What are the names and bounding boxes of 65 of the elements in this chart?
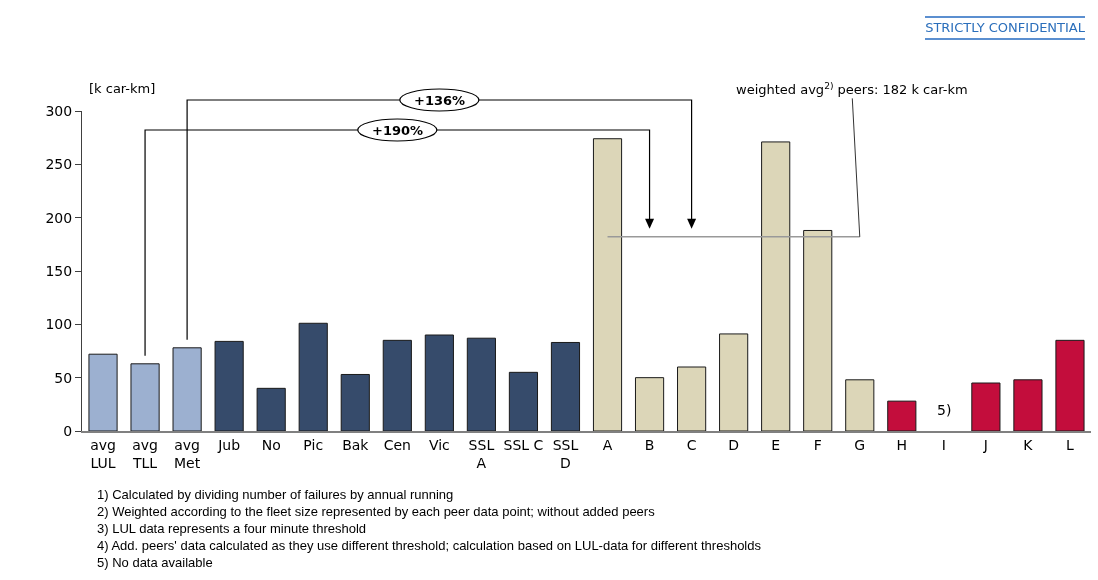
x-tick-label: avg Met	[174, 436, 201, 471]
bar	[508, 371, 539, 431]
bar	[214, 340, 244, 431]
bar	[803, 229, 833, 431]
bar	[971, 382, 1001, 431]
x-tick-label: D	[728, 436, 740, 453]
x-tick-label: B	[644, 436, 655, 453]
x-tick-label: Vic	[428, 436, 450, 453]
bar	[256, 387, 286, 431]
text: 3) LUL data represents a four minute threshold	[97, 521, 367, 536]
x-tick-label: K	[1023, 436, 1034, 453]
text: 1) Calculated by dividing number of failures by annual running	[97, 487, 454, 502]
x-tick-label: No	[261, 436, 281, 453]
bar	[845, 379, 875, 431]
y-tick-label: 100	[45, 316, 73, 333]
x-tick-label: C	[686, 436, 697, 453]
x-tick-label: G	[854, 436, 866, 453]
y-tick-label: 150	[45, 262, 73, 279]
bar	[172, 347, 202, 431]
x-tick-label: J	[982, 436, 988, 453]
x-tick-label: Jub	[217, 436, 241, 453]
bar	[88, 353, 118, 431]
bar	[887, 400, 917, 431]
text: 2) Weighted according to the fleet size represented by each peer data point; without added peers	[97, 504, 656, 519]
bar	[424, 334, 454, 431]
bar	[550, 341, 581, 431]
x-tick-label: Pic	[303, 436, 324, 453]
bar	[298, 322, 328, 431]
bar	[592, 138, 623, 431]
y-tick-label: 200	[45, 209, 73, 226]
x-tick-label: SSL A	[468, 436, 495, 471]
y-tick-label: 300	[45, 102, 73, 119]
x-tick-label: SSL C	[503, 436, 544, 453]
annotation: 5)	[937, 402, 952, 418]
x-tick-label: avg TLL	[131, 436, 158, 471]
x-tick-label: SSL D	[552, 436, 579, 471]
bar	[382, 339, 412, 431]
y-tick-label: 0	[63, 422, 73, 439]
x-tick-label: A	[602, 436, 613, 453]
text: STRICTLY CONFIDENTIAL	[925, 16, 1085, 40]
bar	[634, 377, 665, 431]
bar	[677, 366, 707, 431]
text: 4) Add. peers' data calculated as they use different threshold; calculation based on LUL-data for different thresholds	[97, 538, 762, 553]
x-tick-label: Cen	[383, 436, 411, 453]
x-tick-label: F	[813, 436, 822, 453]
bar	[761, 141, 791, 431]
bar	[1055, 339, 1085, 431]
x-tick-label: H	[896, 436, 908, 453]
text: +136%	[414, 93, 466, 108]
x-tick-label: Bak	[342, 436, 370, 453]
bar	[340, 373, 370, 431]
text: 5) No data available	[97, 555, 213, 570]
y-axis-title: [k car-km]	[89, 81, 156, 96]
bar	[130, 363, 160, 431]
ref-line-label: weighted avg$^{2)}$ peers: 182 k car-km	[736, 81, 968, 98]
bar	[466, 337, 496, 431]
bar	[1013, 379, 1043, 431]
annotation: +190%	[372, 123, 424, 138]
x-tick-label: E	[771, 436, 781, 453]
x-tick-label: L	[1066, 436, 1075, 453]
y-tick-label: 250	[45, 156, 73, 173]
x-tick-label: I	[941, 436, 946, 453]
x-tick-label: avg LUL	[90, 436, 116, 471]
y-tick-label: 50	[54, 369, 73, 386]
bar	[719, 333, 749, 431]
